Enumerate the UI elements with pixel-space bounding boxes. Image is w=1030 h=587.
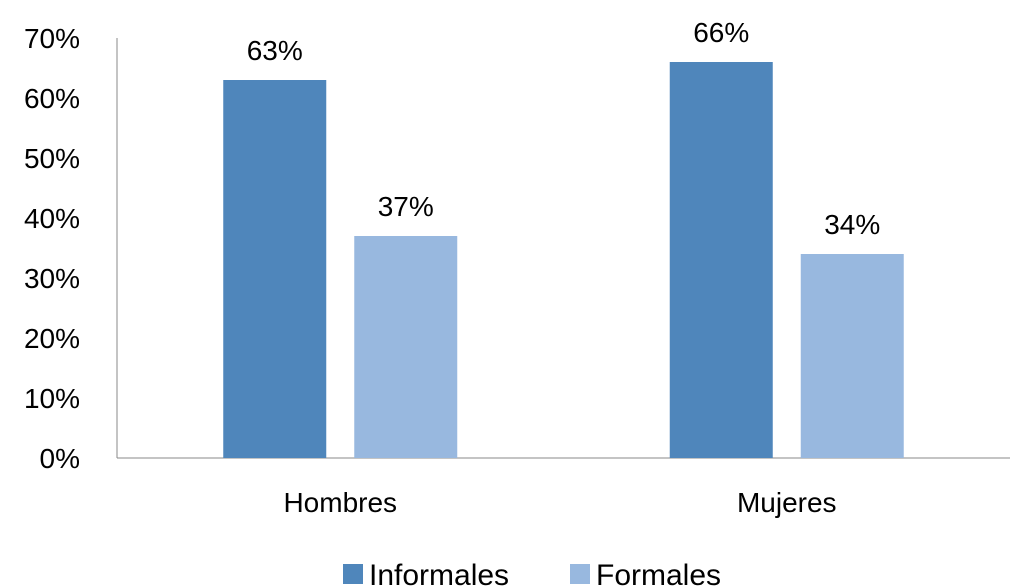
y-tick-label: 20% xyxy=(24,323,80,354)
y-tick-label: 30% xyxy=(24,263,80,294)
legend: Informales Formales xyxy=(343,559,721,587)
legend-swatch-formales xyxy=(570,564,590,584)
data-label: 63% xyxy=(247,35,303,66)
data-labels-group: 63% 37% 66% 34% xyxy=(247,17,881,240)
y-tick-label: 0% xyxy=(40,443,80,474)
y-tick-label: 10% xyxy=(24,383,80,414)
x-category-label: Hombres xyxy=(283,487,397,518)
data-label: 37% xyxy=(378,191,434,222)
y-tick-label: 50% xyxy=(24,143,80,174)
data-label: 34% xyxy=(824,209,880,240)
bar-formales-mujeres xyxy=(800,254,904,458)
bar-informales-mujeres xyxy=(669,62,773,458)
legend-label-informales: Informales xyxy=(369,559,509,587)
bar-formales-hombres xyxy=(354,236,458,458)
y-tick-label: 60% xyxy=(24,83,80,114)
data-label: 66% xyxy=(693,17,749,48)
x-axis: Hombres Mujeres xyxy=(117,457,1010,518)
x-category-label: Mujeres xyxy=(737,487,837,518)
y-axis: 0% 10% 20% 30% 40% 50% 60% 70% xyxy=(24,23,118,474)
legend-swatch-informales xyxy=(343,564,363,584)
y-tick-label: 40% xyxy=(24,203,80,234)
y-tick-label: 70% xyxy=(24,23,80,54)
legend-label-formales: Formales xyxy=(596,559,721,587)
bar-informales-hombres xyxy=(223,80,327,458)
bars-group xyxy=(223,62,904,458)
